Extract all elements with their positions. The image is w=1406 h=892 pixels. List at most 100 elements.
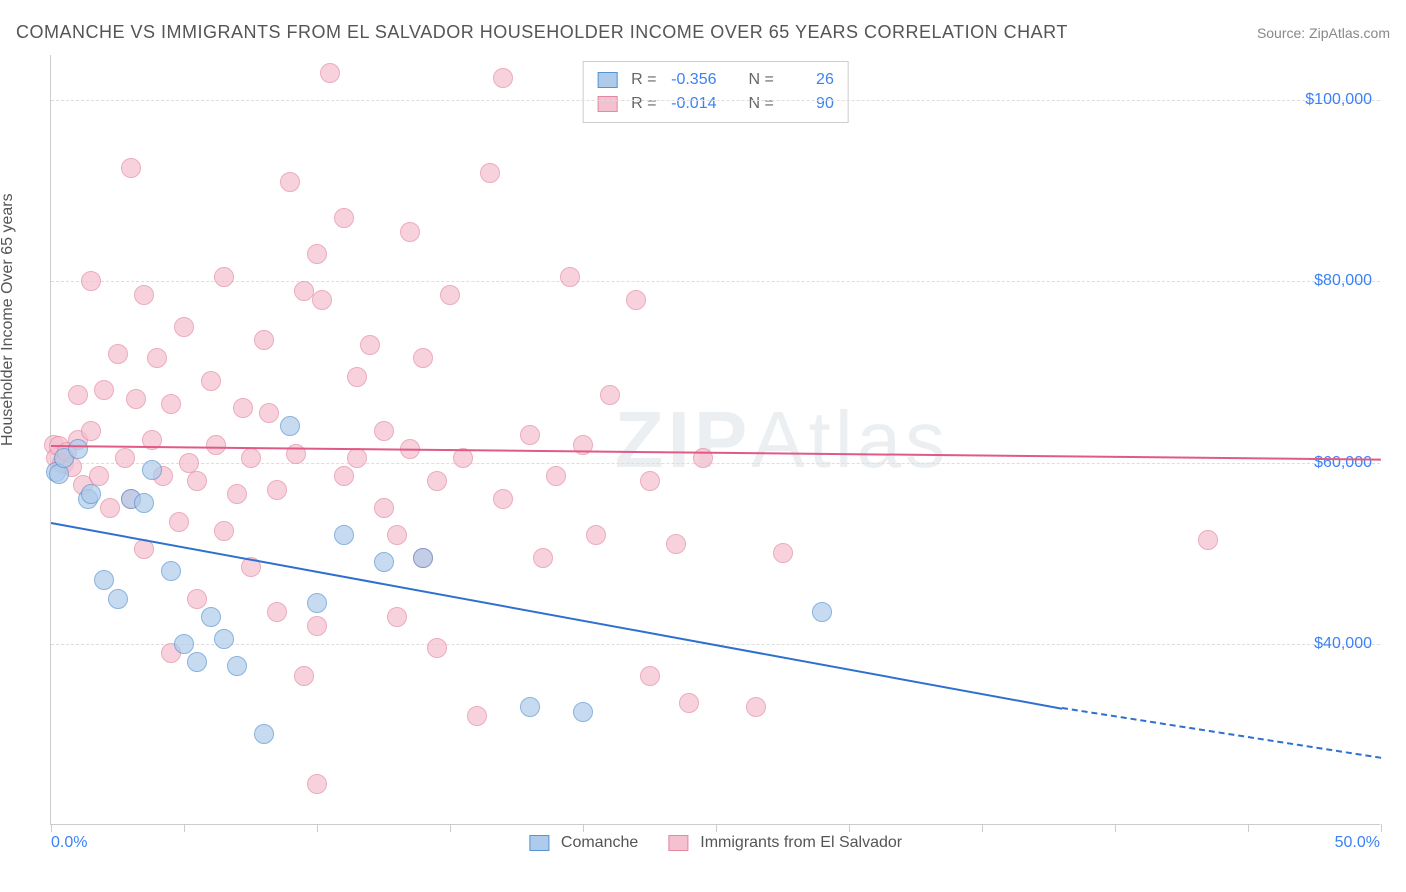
x-tick: [849, 824, 850, 832]
data-point-comanche: [374, 552, 394, 572]
data-point-elsalv: [161, 394, 181, 414]
scatter-plot-area: ZIPAtlas R = -0.356 N = 26 R = -0.014 N …: [50, 55, 1380, 825]
data-point-elsalv: [347, 367, 367, 387]
r-value-elsalv: -0.014: [667, 92, 717, 116]
data-point-elsalv: [233, 398, 253, 418]
x-tick: [450, 824, 451, 832]
chart-title: COMANCHE VS IMMIGRANTS FROM EL SALVADOR …: [16, 22, 1068, 43]
data-point-comanche: [142, 460, 162, 480]
data-point-elsalv: [294, 666, 314, 686]
data-point-elsalv: [334, 208, 354, 228]
data-point-elsalv: [640, 666, 660, 686]
data-point-elsalv: [174, 317, 194, 337]
data-point-elsalv: [294, 281, 314, 301]
data-point-comanche: [94, 570, 114, 590]
y-tick-label: $100,000: [1305, 91, 1372, 109]
source-link[interactable]: ZipAtlas.com: [1309, 25, 1390, 41]
data-point-comanche: [573, 702, 593, 722]
n-label: N =: [749, 68, 774, 92]
data-point-elsalv: [400, 222, 420, 242]
x-tick: [51, 824, 52, 832]
data-point-elsalv: [267, 602, 287, 622]
data-point-comanche: [812, 602, 832, 622]
data-point-elsalv: [121, 158, 141, 178]
data-point-elsalv: [100, 498, 120, 518]
data-point-elsalv: [374, 421, 394, 441]
y-tick-label: $60,000: [1314, 454, 1372, 472]
data-point-elsalv: [334, 466, 354, 486]
data-point-elsalv: [480, 163, 500, 183]
data-point-elsalv: [267, 480, 287, 500]
gridline: [51, 281, 1380, 282]
data-point-elsalv: [467, 706, 487, 726]
data-point-elsalv: [126, 389, 146, 409]
y-axis-title: Householder Income Over 65 years: [0, 193, 17, 446]
data-point-comanche: [187, 652, 207, 672]
data-point-elsalv: [280, 172, 300, 192]
data-point-elsalv: [115, 448, 135, 468]
data-point-elsalv: [320, 63, 340, 83]
data-point-elsalv: [560, 267, 580, 287]
data-point-comanche: [413, 548, 433, 568]
data-point-comanche: [214, 629, 234, 649]
x-tick: [184, 824, 185, 832]
data-point-elsalv: [666, 534, 686, 554]
data-point-comanche: [134, 493, 154, 513]
series-legend: Comanche Immigrants from El Salvador: [529, 834, 902, 852]
data-point-elsalv: [307, 616, 327, 636]
source-attribution: Source: ZipAtlas.com: [1257, 25, 1390, 41]
data-point-elsalv: [254, 330, 274, 350]
legend-item-comanche: Comanche: [529, 834, 638, 852]
data-point-elsalv: [214, 521, 234, 541]
y-tick-label: $40,000: [1314, 635, 1372, 653]
data-point-elsalv: [214, 267, 234, 287]
swatch-elsalv: [668, 835, 688, 851]
data-point-elsalv: [307, 244, 327, 264]
data-point-elsalv: [1198, 530, 1218, 550]
data-point-elsalv: [169, 512, 189, 532]
data-point-elsalv: [440, 285, 460, 305]
legend-row-elsalv: R = -0.014 N = 90: [597, 92, 834, 116]
data-point-comanche: [280, 416, 300, 436]
legend-row-comanche: R = -0.356 N = 26: [597, 68, 834, 92]
data-point-elsalv: [307, 774, 327, 794]
x-tick: [317, 824, 318, 832]
data-point-elsalv: [68, 385, 88, 405]
x-tick: [982, 824, 983, 832]
trend-line: [1062, 707, 1382, 759]
x-axis-min-label: 0.0%: [51, 834, 87, 852]
x-tick: [1248, 824, 1249, 832]
data-point-elsalv: [227, 484, 247, 504]
data-point-elsalv: [546, 466, 566, 486]
data-point-elsalv: [259, 403, 279, 423]
x-tick: [583, 824, 584, 832]
data-point-comanche: [81, 484, 101, 504]
data-point-elsalv: [147, 348, 167, 368]
data-point-elsalv: [413, 348, 433, 368]
data-point-comanche: [161, 561, 181, 581]
swatch-comanche: [597, 72, 617, 88]
data-point-comanche: [201, 607, 221, 627]
data-point-comanche: [307, 593, 327, 613]
x-tick: [716, 824, 717, 832]
data-point-elsalv: [241, 448, 261, 468]
n-value-elsalv: 90: [784, 92, 834, 116]
watermark: ZIPAtlas: [615, 394, 949, 486]
data-point-elsalv: [360, 335, 380, 355]
data-point-elsalv: [493, 489, 513, 509]
data-point-comanche: [108, 589, 128, 609]
source-prefix: Source:: [1257, 25, 1309, 41]
legend-label-elsalv: Immigrants from El Salvador: [700, 834, 902, 852]
gridline: [51, 100, 1380, 101]
data-point-elsalv: [746, 697, 766, 717]
data-point-elsalv: [640, 471, 660, 491]
data-point-elsalv: [81, 271, 101, 291]
swatch-comanche: [529, 835, 549, 851]
x-tick: [1115, 824, 1116, 832]
data-point-elsalv: [187, 589, 207, 609]
data-point-elsalv: [533, 548, 553, 568]
data-point-elsalv: [134, 285, 154, 305]
data-point-elsalv: [679, 693, 699, 713]
data-point-elsalv: [586, 525, 606, 545]
data-point-comanche: [68, 439, 88, 459]
